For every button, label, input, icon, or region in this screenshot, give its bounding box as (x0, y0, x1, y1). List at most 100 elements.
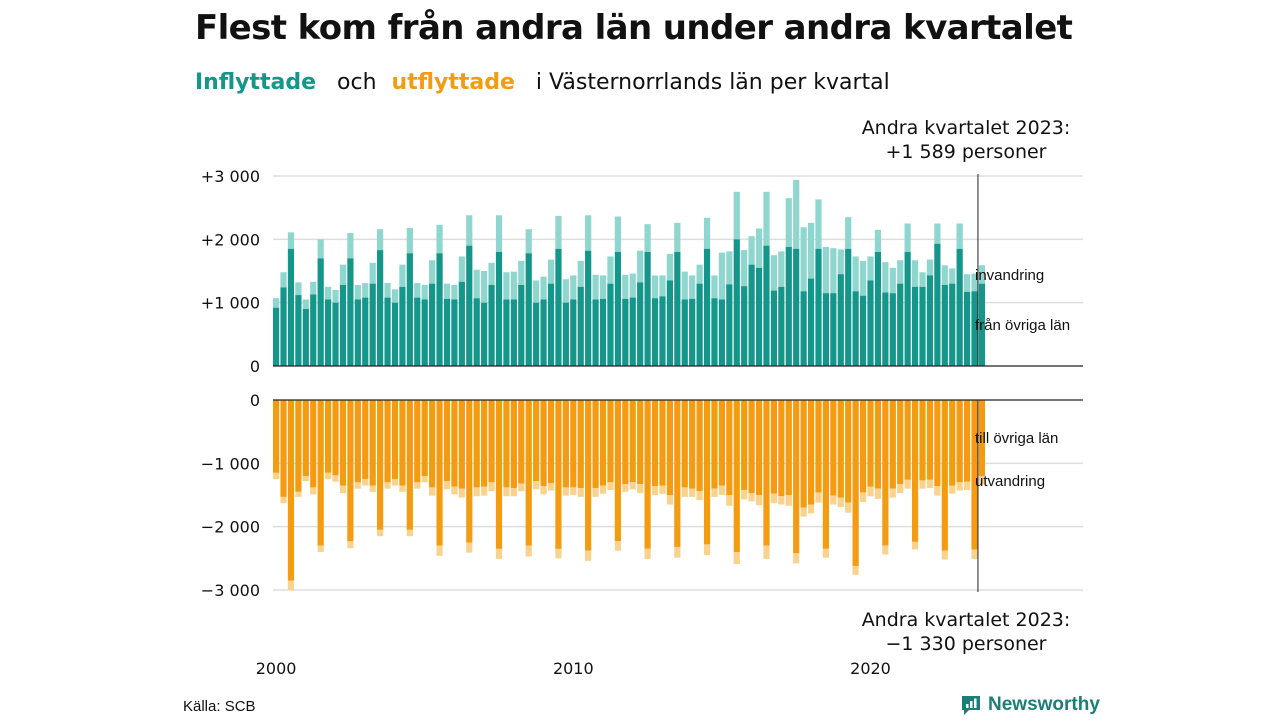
bar-till-ovriga-lan (599, 400, 607, 486)
bar-till-ovriga-lan (978, 400, 986, 476)
bar-invandring (592, 274, 599, 300)
bar-invandring (577, 260, 584, 287)
bar-invandring (755, 228, 763, 268)
bar-fran-ovriga-lan (339, 284, 347, 366)
bar-utvandring (711, 488, 718, 497)
bar-fran-ovriga-lan (481, 302, 488, 366)
bar-invandring (377, 229, 384, 251)
newsworthy-logo[interactable]: Newsworthy (960, 693, 1100, 717)
bar-fran-ovriga-lan (622, 298, 629, 366)
bar-invandring (904, 223, 911, 252)
bar-till-ovriga-lan (755, 400, 763, 495)
bar-till-ovriga-lan (577, 400, 584, 489)
bar-fran-ovriga-lan (540, 299, 547, 366)
bar-utvandring (659, 485, 666, 494)
bar-utvandring (510, 488, 517, 497)
bar-invandring (614, 216, 621, 252)
bar-fran-ovriga-lan (874, 252, 882, 366)
bar-invandring (473, 269, 480, 299)
bar-utvandring (555, 548, 562, 559)
series-label-utvandring: utvandring (975, 473, 1045, 490)
bar-fran-ovriga-lan (287, 248, 295, 366)
bar-invandring (280, 272, 287, 288)
bar-fran-ovriga-lan (547, 283, 555, 366)
bar-fran-ovriga-lan (733, 239, 740, 366)
bar-invandring (666, 253, 673, 281)
bar-utvandring (770, 493, 778, 504)
bar-fran-ovriga-lan (897, 283, 904, 366)
bar-utvandring (755, 495, 763, 506)
bar-fran-ovriga-lan (867, 280, 874, 366)
bar-till-ovriga-lan (570, 400, 577, 488)
bar-till-ovriga-lan (763, 400, 770, 546)
bar-invandring (822, 246, 830, 294)
bar-utvandring (384, 482, 391, 489)
bar-invandring (443, 283, 451, 299)
bar-fran-ovriga-lan (926, 275, 934, 366)
bar-invandring (770, 255, 778, 291)
bar-utvandring (763, 545, 770, 559)
bar-utvandring (815, 492, 822, 503)
bar-utvandring (377, 529, 384, 537)
bar-utvandring (362, 479, 369, 486)
bar-invandring (889, 267, 896, 294)
series-label-fran-ovriga-lan: från övriga län (975, 317, 1070, 334)
bar-utvandring (837, 497, 844, 508)
bar-utvandring (919, 480, 926, 489)
y-tick-label-out: 0 (250, 391, 260, 410)
series-label-invandring: invandring (975, 267, 1044, 284)
bar-till-ovriga-lan (926, 400, 934, 480)
bar-utvandring (547, 482, 555, 491)
bar-fran-ovriga-lan (763, 245, 770, 366)
bar-utvandring (429, 487, 436, 496)
bar-till-ovriga-lan (287, 400, 295, 581)
bar-till-ovriga-lan (674, 400, 681, 547)
bar-till-ovriga-lan (807, 400, 815, 505)
bar-invandring (807, 222, 815, 279)
bar-invandring (651, 275, 659, 299)
bar-utvandring (406, 529, 413, 537)
subtitle-inflyttade: Inflyttade (195, 70, 317, 95)
bar-invandring (859, 260, 867, 296)
bar-till-ovriga-lan (585, 400, 592, 551)
bar-till-ovriga-lan (815, 400, 822, 493)
bar-fran-ovriga-lan (473, 298, 480, 366)
bar-utvandring (451, 486, 458, 495)
bar-till-ovriga-lan (659, 400, 666, 486)
bar-fran-ovriga-lan (399, 286, 406, 366)
bar-till-ovriga-lan (822, 400, 830, 549)
bar-till-ovriga-lan (488, 400, 495, 483)
bar-till-ovriga-lan (317, 400, 324, 546)
brand-name: Newsworthy (988, 694, 1100, 715)
x-tick-label: 2010 (553, 659, 594, 678)
bar-till-ovriga-lan (711, 400, 718, 489)
bar-invandring (674, 222, 681, 252)
bar-utvandring (963, 481, 971, 490)
bar-utvandring (562, 487, 569, 496)
bar-invandring (659, 275, 666, 297)
bar-till-ovriga-lan (495, 400, 503, 549)
bar-fran-ovriga-lan (369, 283, 376, 366)
bar-fran-ovriga-lan (681, 299, 688, 366)
bar-fran-ovriga-lan (495, 252, 503, 366)
bar-till-ovriga-lan (837, 400, 844, 498)
bar-utvandring (889, 488, 896, 498)
bar-invandring (778, 251, 785, 287)
bar-fran-ovriga-lan (599, 298, 607, 366)
bar-fran-ovriga-lan (770, 290, 778, 366)
bar-fran-ovriga-lan (310, 294, 317, 366)
bar-utvandring (867, 486, 874, 497)
bar-fran-ovriga-lan (911, 286, 919, 366)
subtitle-rest: i Västernorrlands län per kvartal (535, 70, 890, 95)
bar-fran-ovriga-lan (570, 299, 577, 366)
bar-utvandring (852, 565, 859, 575)
bar-till-ovriga-lan (941, 400, 948, 551)
bar-utvandring (607, 482, 614, 490)
bar-till-ovriga-lan (302, 400, 309, 476)
inflow-bars (273, 179, 986, 366)
y-tick-label-out: −2 000 (201, 518, 260, 537)
bar-utvandring (874, 488, 882, 499)
bar-utvandring (733, 552, 740, 565)
bar-invandring (882, 262, 889, 293)
bar-till-ovriga-lan (362, 400, 369, 480)
